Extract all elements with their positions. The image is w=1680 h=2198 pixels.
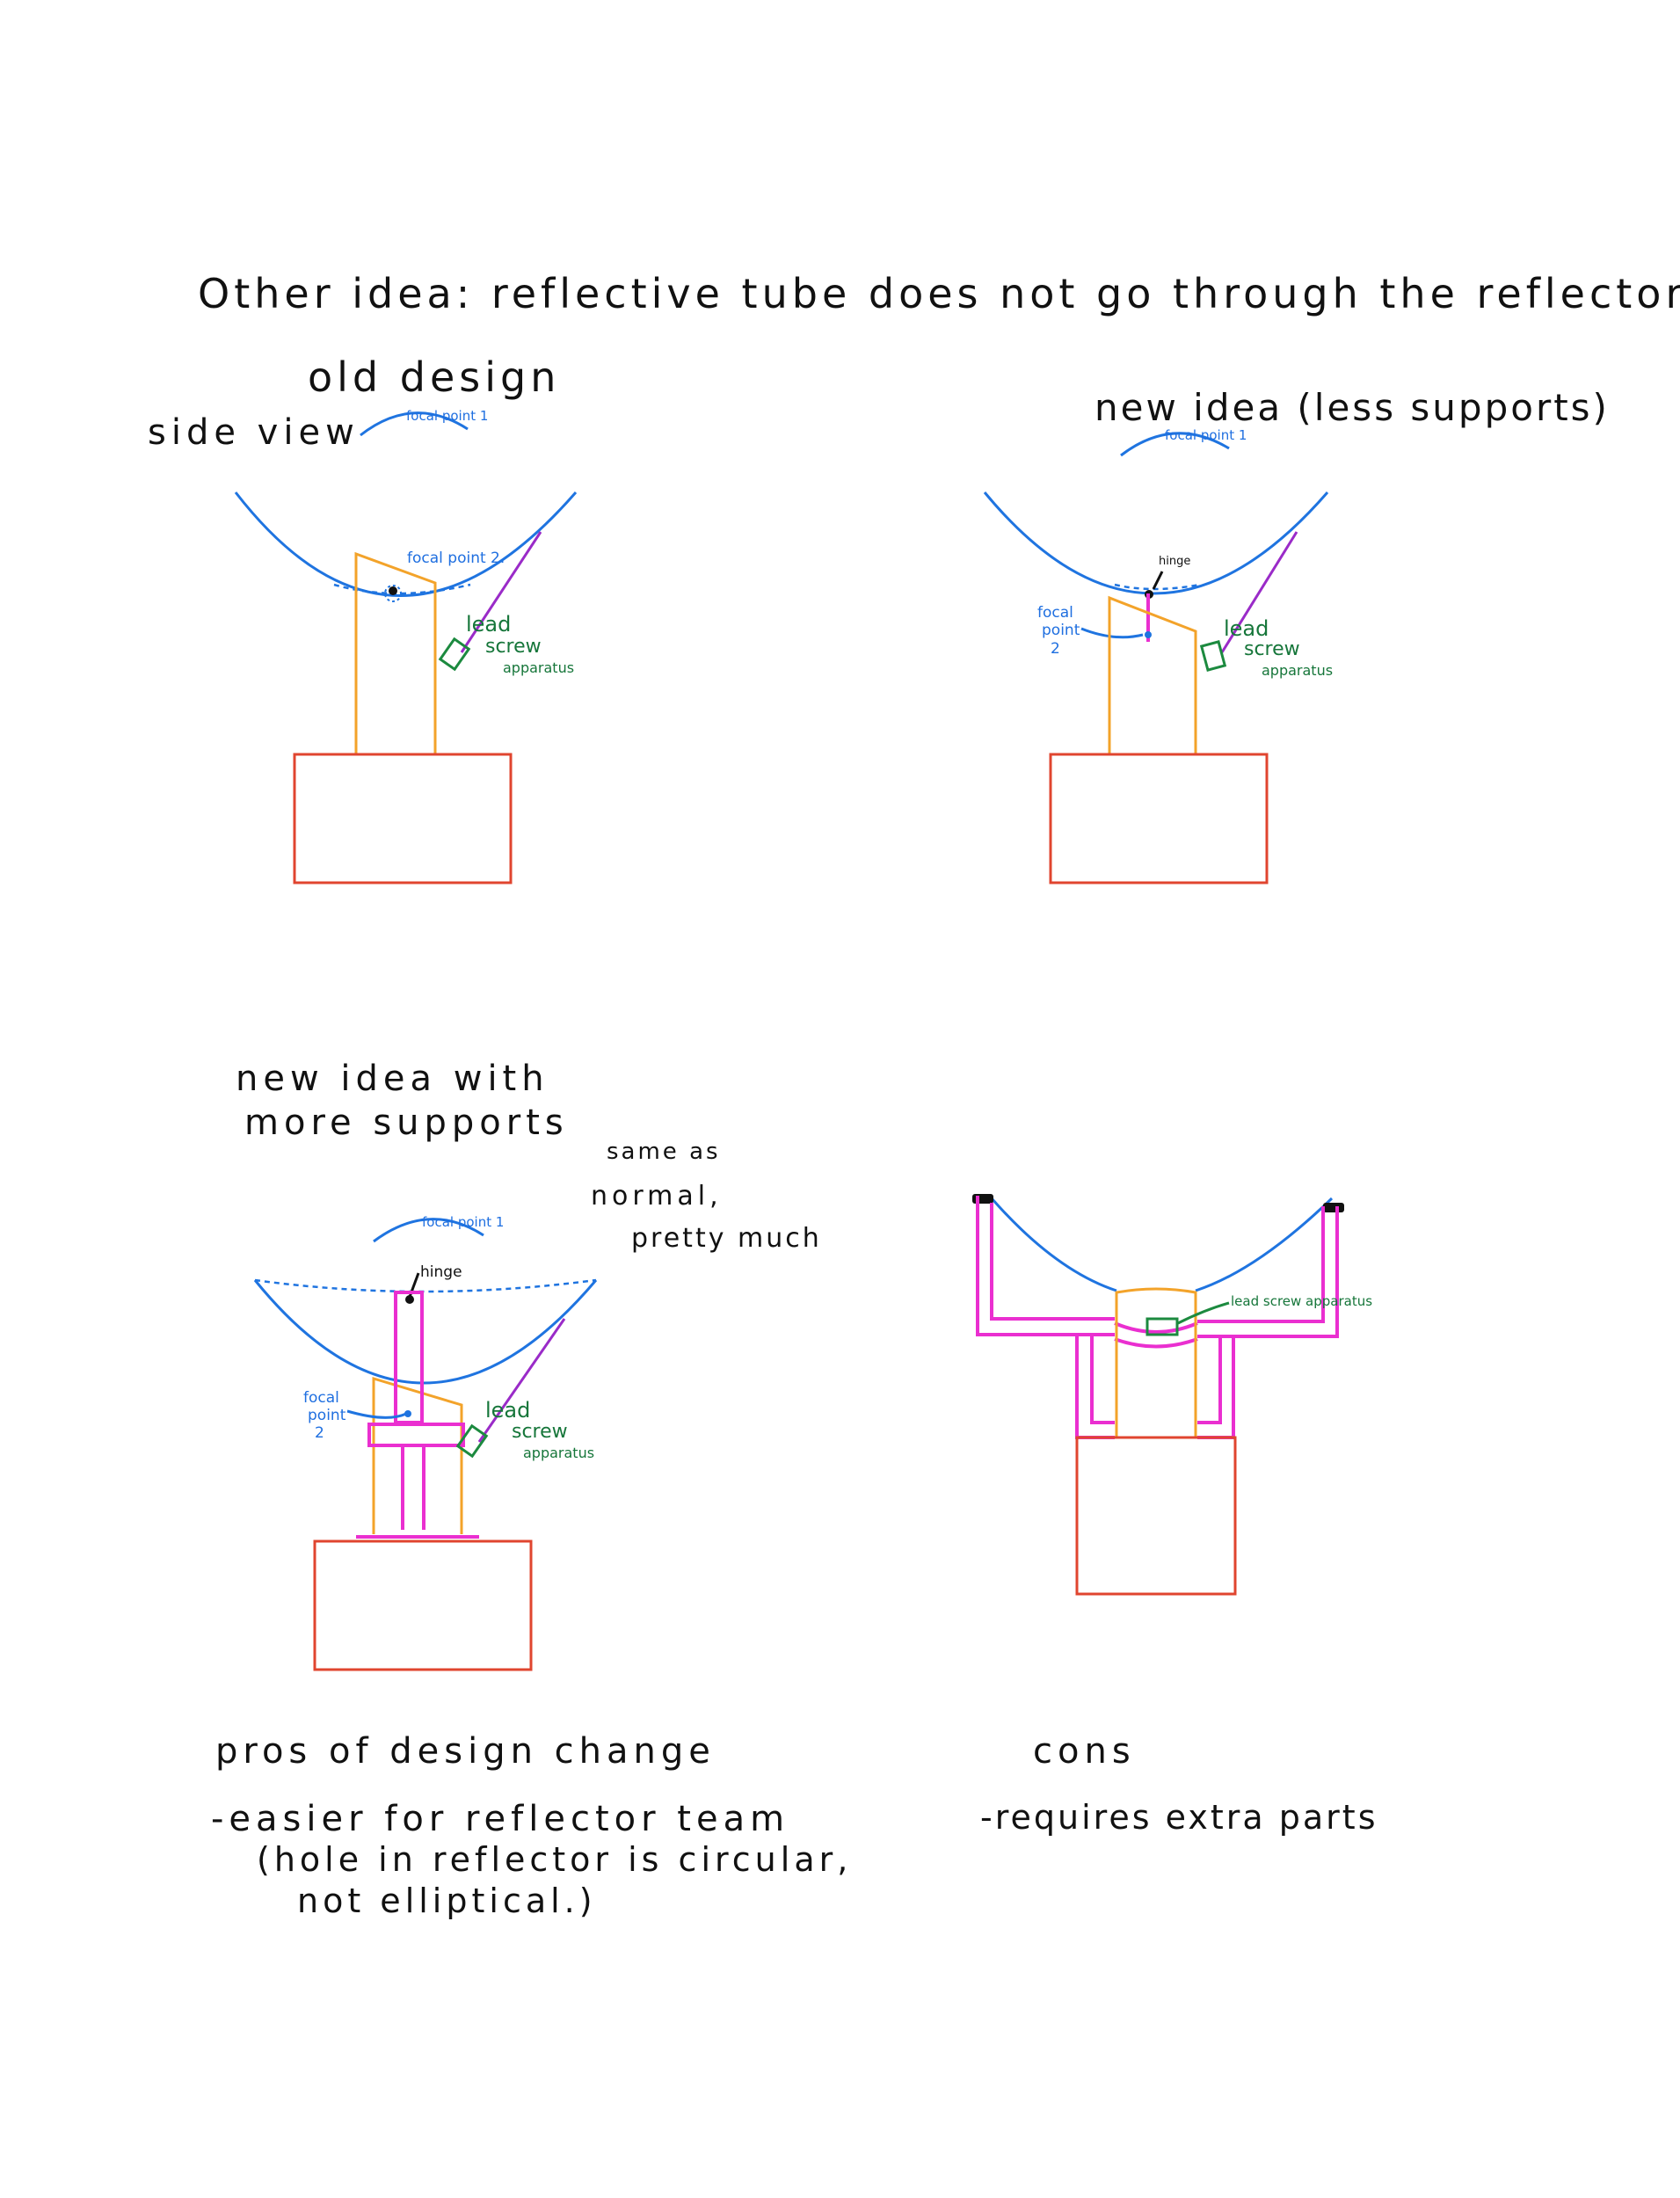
pros-item-1: -easier for reflector team — [211, 1799, 789, 1839]
focal-point-2-arrow — [1080, 627, 1144, 639]
new-idea-more-supports-diagram: new idea with more supports same as norm… — [236, 1059, 822, 1671]
new-idea-diagram: new idea (less supports) focal point 1 h… — [983, 386, 1610, 884]
reflective-rod — [394, 1291, 424, 1424]
new-idea-heading: new idea (less supports) — [1095, 386, 1610, 429]
pros-item-2: (hole in reflector is circular, — [257, 1840, 852, 1879]
reflector-dish — [234, 491, 578, 597]
hinge-pivot — [405, 1295, 414, 1304]
cons-section: cons -requires extra parts — [980, 1731, 1378, 1837]
focal-point-2-label-3: 2 — [315, 1424, 324, 1442]
old-design-heading: old design — [308, 353, 560, 401]
lead-screw-rod — [460, 531, 542, 653]
hinge-label: hinge — [420, 1263, 462, 1281]
base-box — [1049, 753, 1269, 884]
support-crossbar — [367, 1423, 465, 1447]
focal-point-2-ring — [384, 585, 402, 602]
base-box — [293, 753, 513, 884]
more-supports-heading-2: more supports — [244, 1103, 569, 1143]
reflective-tube — [1115, 1287, 1197, 1437]
pros-section: pros of design change -easier for reflec… — [211, 1731, 852, 1920]
lead-screw-box — [1199, 640, 1227, 672]
lead-screw-box — [455, 1423, 489, 1459]
reflector-dish — [983, 491, 1329, 595]
side-view-label: side view — [148, 412, 360, 453]
lead-screw-label-2: screw — [512, 1421, 568, 1443]
reflective-tube — [1108, 595, 1197, 754]
hinge-arrow — [1152, 571, 1164, 590]
focal-point-2-label-2: point — [1042, 622, 1080, 639]
lead-screw-label-1: lead — [1224, 616, 1269, 641]
page-title: Other idea: reflective tube does not go … — [198, 270, 1680, 317]
support-frame-right — [1197, 1206, 1339, 1338]
lead-screw-box — [438, 637, 471, 672]
reflector-dashed-rim — [254, 1278, 597, 1293]
note-line-1: same as — [607, 1139, 721, 1165]
reflector-dish — [253, 1279, 598, 1385]
support-frame — [976, 1196, 1115, 1336]
focal-point-1-arc — [1120, 432, 1230, 457]
reflector-dashed-rim — [333, 583, 471, 595]
focal-point-2-marker — [404, 1410, 411, 1417]
focal-point-2-marker — [1145, 631, 1152, 638]
cons-heading: cons — [1033, 1731, 1136, 1772]
lead-screw-label-3: apparatus — [503, 659, 574, 676]
reflector-right — [1195, 1197, 1334, 1292]
lead-screw-label: lead screw apparatus — [1231, 1293, 1372, 1309]
lead-screw-label-2: screw — [485, 636, 542, 658]
pros-heading: pros of design change — [215, 1731, 716, 1772]
lead-screw-label-3: apparatus — [523, 1445, 594, 1461]
focal-point-2-label-1: focal — [303, 1389, 339, 1407]
support-crossbar — [1114, 1321, 1198, 1349]
base-box — [1075, 1436, 1237, 1596]
pros-item-3: not elliptical.) — [297, 1881, 597, 1920]
lead-screw-label-2: screw — [1244, 638, 1300, 660]
focal-point-2-arrow — [346, 1409, 407, 1419]
focal-point-1-label: focal point 1 — [406, 408, 488, 424]
focal-point-2-marker — [389, 586, 397, 595]
focal-point-1-arc — [360, 411, 469, 437]
support-legs-left — [1075, 1335, 1115, 1439]
note-line-2: normal, — [591, 1181, 723, 1212]
support-legs-right — [1197, 1336, 1235, 1439]
clip-right — [1323, 1203, 1344, 1212]
reflective-tube — [354, 551, 437, 754]
hinge-label: hinge — [1159, 555, 1190, 568]
reflector-left — [990, 1197, 1117, 1292]
lead-screw-label-3: apparatus — [1262, 662, 1333, 679]
base-box — [313, 1539, 533, 1671]
focal-point-2-label-2: point — [308, 1407, 346, 1424]
lead-screw-label-1: lead — [466, 612, 511, 637]
note-line-3: pretty much — [631, 1223, 822, 1254]
focal-point-1-label: focal point 1 — [1165, 427, 1247, 443]
lead-screw-rod — [477, 1318, 566, 1443]
lead-screw-rod — [1220, 531, 1298, 653]
more-supports-heading-1: new idea with — [236, 1059, 549, 1099]
focal-point-2-label-1: focal — [1037, 604, 1073, 622]
focal-point-1-label: focal point 1 — [422, 1214, 504, 1230]
focal-point-1-arc — [373, 1218, 484, 1243]
front-view-diagram: lead screw apparatus — [972, 1194, 1372, 1596]
cons-item-1: -requires extra parts — [980, 1798, 1378, 1837]
clip-left — [972, 1194, 993, 1204]
reflective-tube — [372, 1376, 463, 1534]
old-design-diagram: old design side view focal point 1 focal… — [148, 353, 578, 884]
lead-screw-label-1: lead — [485, 1398, 530, 1423]
lead-screw-box — [1145, 1317, 1179, 1336]
lead-screw-arrow — [1177, 1301, 1230, 1325]
focal-point-2-label-3: 2 — [1051, 640, 1060, 658]
focal-point-2-label: focal point 2. — [407, 550, 505, 567]
